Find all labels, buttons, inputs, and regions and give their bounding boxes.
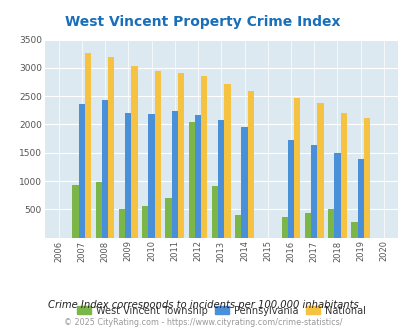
Bar — [131, 66, 137, 238]
Bar — [171, 111, 177, 238]
Bar — [224, 84, 230, 238]
Bar — [211, 185, 217, 238]
Bar — [340, 113, 346, 238]
Bar — [188, 122, 194, 238]
Bar — [304, 213, 310, 238]
Bar — [72, 185, 79, 238]
Bar — [96, 182, 102, 238]
Bar — [293, 98, 300, 238]
Bar — [287, 140, 293, 238]
Bar — [310, 145, 317, 238]
Bar — [194, 115, 200, 238]
Bar — [200, 76, 207, 238]
Bar — [102, 100, 108, 238]
Bar — [247, 91, 253, 238]
Bar — [85, 53, 91, 238]
Bar — [125, 113, 131, 238]
Bar — [363, 118, 369, 238]
Bar — [327, 209, 333, 238]
Bar — [154, 71, 160, 238]
Text: © 2025 CityRating.com - https://www.cityrating.com/crime-statistics/: © 2025 CityRating.com - https://www.city… — [64, 318, 341, 327]
Bar — [333, 153, 340, 238]
Text: Crime Index corresponds to incidents per 100,000 inhabitants: Crime Index corresponds to incidents per… — [47, 300, 358, 310]
Bar — [142, 206, 148, 238]
Bar — [357, 159, 363, 238]
Text: West Vincent Property Crime Index: West Vincent Property Crime Index — [65, 15, 340, 29]
Bar — [148, 114, 154, 238]
Bar — [165, 198, 171, 238]
Bar — [281, 217, 287, 238]
Bar — [317, 103, 323, 238]
Bar — [119, 209, 125, 238]
Bar — [241, 127, 247, 238]
Bar — [108, 56, 114, 238]
Bar — [217, 120, 224, 238]
Bar — [234, 215, 241, 238]
Legend: West Vincent Township, Pennsylvania, National: West Vincent Township, Pennsylvania, Nat… — [73, 302, 369, 320]
Bar — [79, 104, 85, 238]
Bar — [350, 222, 357, 238]
Bar — [177, 73, 184, 238]
